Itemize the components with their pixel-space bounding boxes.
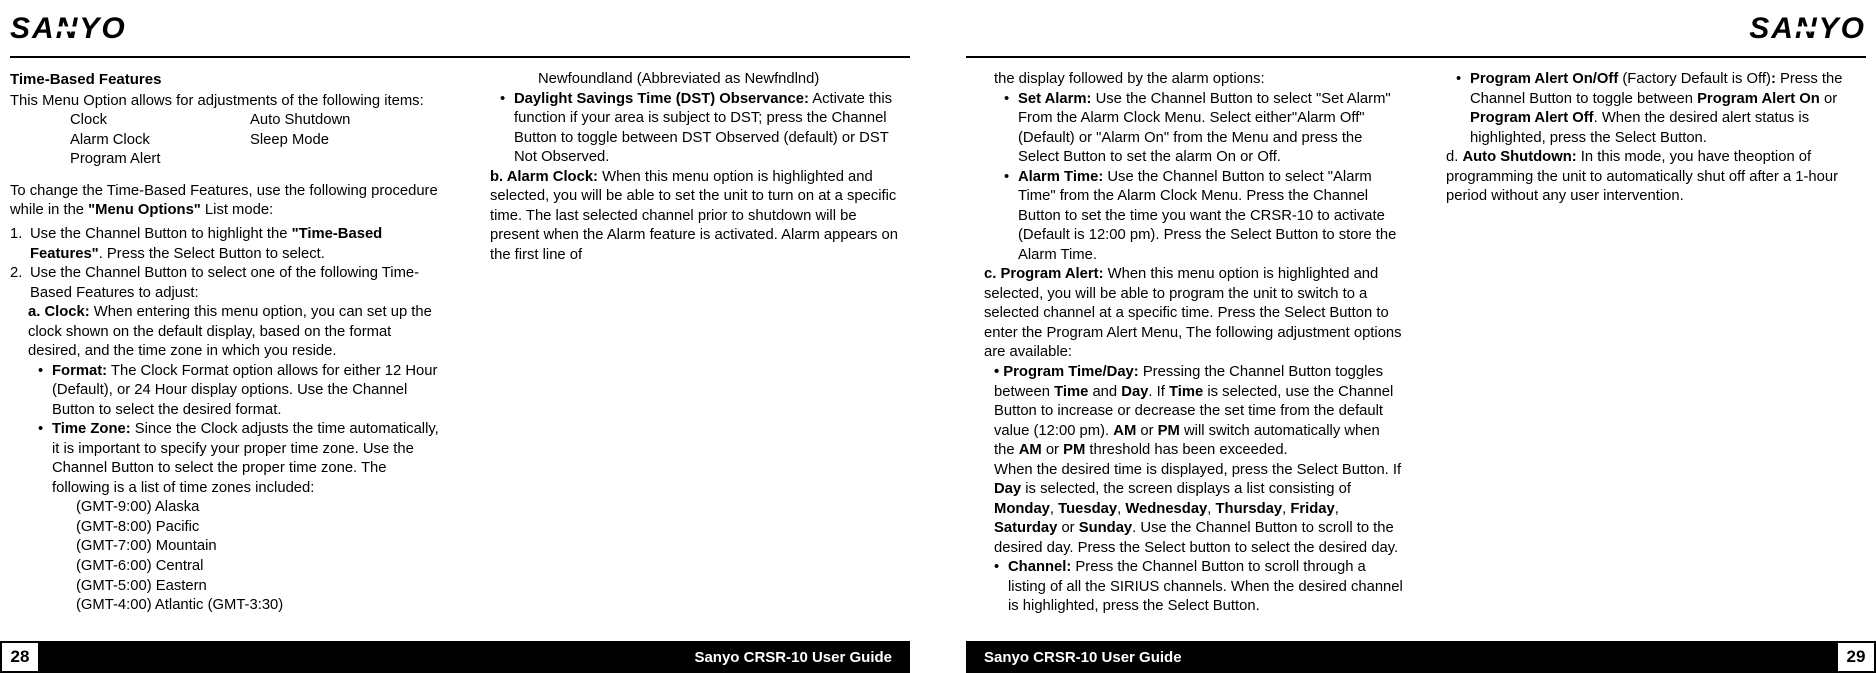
- text: List mode:: [201, 202, 273, 218]
- page-number: 28: [0, 641, 40, 673]
- text: threshold has been exceeded.: [1085, 442, 1287, 458]
- bold: Wednesday: [1125, 501, 1207, 517]
- bold: PM: [1063, 442, 1085, 458]
- page-number: 29: [1836, 641, 1876, 673]
- brand-logo: SANYO: [1749, 12, 1866, 46]
- bold: Friday: [1290, 501, 1334, 517]
- bold: Auto Shutdown:: [1462, 149, 1576, 165]
- item: Auto Shutdown: [250, 111, 430, 131]
- header-rule: [10, 56, 910, 58]
- sub-c-program-alert: c. Program Alert: When this menu option …: [966, 265, 1404, 363]
- step-num: 2.: [10, 264, 30, 303]
- bold: Channel:: [1008, 559, 1071, 575]
- bold: Sunday: [1079, 520, 1132, 536]
- text: . Press the Select Button to select.: [99, 246, 325, 262]
- sub-a-clock: a. Clock: When entering this menu option…: [10, 303, 448, 362]
- text: . If: [1148, 384, 1169, 400]
- alarm-time-bullet: • Alarm Time: Use the Channel Button to …: [966, 168, 1404, 266]
- bold: Tuesday: [1058, 501, 1117, 517]
- item: Program Alert: [70, 150, 250, 170]
- page-29-content: the display followed by the alarm option…: [966, 70, 1866, 623]
- bold: Program Alert On/Off: [1470, 71, 1618, 87]
- day-list-text: When the desired time is displayed, pres…: [966, 461, 1404, 559]
- text: or: [1042, 442, 1063, 458]
- bold: Time: [1169, 384, 1203, 400]
- set-alarm-bullet: • Set Alarm: Use the Channel Button to s…: [966, 90, 1404, 168]
- footer-guide: Sanyo CRSR-10 User Guide: [40, 649, 910, 666]
- bold: Daylight Savings Time (DST) Observance:: [514, 91, 809, 107]
- step-1: 1. Use the Channel Button to highlight t…: [10, 225, 448, 264]
- footer-left: 28 Sanyo CRSR-10 User Guide: [0, 641, 910, 673]
- items-row: Clock Alarm Clock Program Alert Auto Shu…: [70, 111, 448, 170]
- bold: Thursday: [1216, 501, 1283, 517]
- brand-logo: SANYO: [10, 12, 127, 46]
- tz-item: (GMT-9:00) Alaska: [76, 498, 448, 518]
- bold: "Menu Options": [88, 202, 201, 218]
- program-time-day: • Program Time/Day: Pressing the Channel…: [966, 363, 1404, 461]
- bold: Time Zone:: [52, 421, 131, 437]
- sub-b-alarm: b. Alarm Clock: When this menu option is…: [472, 168, 910, 266]
- bold: Alarm Time:: [1018, 169, 1103, 185]
- text: or: [1136, 423, 1157, 439]
- channel-bullet: • Channel: Press the Channel Button to s…: [966, 558, 1404, 617]
- tz-item: (GMT-8:00) Pacific: [76, 518, 448, 538]
- item: Sleep Mode: [250, 131, 430, 151]
- bold: Program Alert On: [1697, 91, 1820, 107]
- procedure-intro: To change the Time-Based Features, use t…: [10, 182, 448, 221]
- page-28: SANYO Time-Based Features This Menu Opti…: [0, 0, 938, 673]
- bold: Program Alert Off: [1470, 110, 1594, 126]
- bold: Format:: [52, 363, 107, 379]
- bold: c. Program Alert:: [984, 266, 1104, 282]
- text: Use the Channel Button to highlight the: [30, 226, 292, 242]
- bold: Saturday: [994, 520, 1057, 536]
- sub-d-auto-shutdown: d. Auto Shutdown: In this mode, you have…: [1428, 148, 1866, 207]
- footer-guide: Sanyo CRSR-10 User Guide: [966, 649, 1836, 666]
- format-bullet: • Format: The Clock Format option allows…: [10, 362, 448, 421]
- bold: a. Clock:: [28, 304, 90, 320]
- bold: Day: [994, 481, 1021, 497]
- text: and: [1088, 384, 1121, 400]
- continuation: the display followed by the alarm option…: [966, 70, 1404, 90]
- tz-item: (GMT-4:00) Atlantic (GMT-3:30): [76, 596, 448, 616]
- bold: Set Alarm:: [1018, 91, 1091, 107]
- text: d.: [1446, 149, 1462, 165]
- bold: b. Alarm Clock:: [490, 169, 598, 185]
- text: Use the Channel Button to select one of …: [30, 264, 448, 303]
- text: or: [1820, 91, 1837, 107]
- step-num: 1.: [10, 225, 30, 264]
- intro-text: This Menu Option allows for adjustments …: [10, 92, 448, 112]
- tz-item: (GMT-5:00) Eastern: [76, 577, 448, 597]
- dst-bullet: • Daylight Savings Time (DST) Observance…: [472, 90, 910, 168]
- page-28-content: Time-Based Features This Menu Option all…: [10, 70, 910, 623]
- program-alert-onoff-bullet: • Program Alert On/Off (Factory Default …: [1428, 70, 1866, 148]
- bold: AM: [1019, 442, 1042, 458]
- item: Clock: [70, 111, 250, 131]
- bold: PM: [1158, 423, 1180, 439]
- bold: • Program Time/Day:: [994, 364, 1139, 380]
- step-2: 2. Use the Channel Button to select one …: [10, 264, 448, 303]
- text: is selected, the screen displays a list …: [1021, 481, 1351, 497]
- bold: AM: [1113, 423, 1136, 439]
- bold: Time: [1054, 384, 1088, 400]
- bold: Monday: [994, 501, 1050, 517]
- text: The Clock Format option allows for eithe…: [52, 363, 437, 418]
- text: (Factory Default is Off): [1618, 71, 1771, 87]
- footer-right: Sanyo CRSR-10 User Guide 29: [966, 641, 1876, 673]
- bold: Day: [1121, 384, 1148, 400]
- page-29: SANYO the display followed by the alarm …: [938, 0, 1876, 673]
- tz-item: (GMT-6:00) Central: [76, 557, 448, 577]
- tz-item: (GMT-7:00) Mountain: [76, 537, 448, 557]
- tz-item: Newfoundland (Abbreviated as Newfndlnd): [538, 70, 910, 90]
- item: Alarm Clock: [70, 131, 250, 151]
- section-title: Time-Based Features: [10, 70, 448, 90]
- header-rule: [966, 56, 1866, 58]
- text: When the desired time is displayed, pres…: [994, 462, 1401, 478]
